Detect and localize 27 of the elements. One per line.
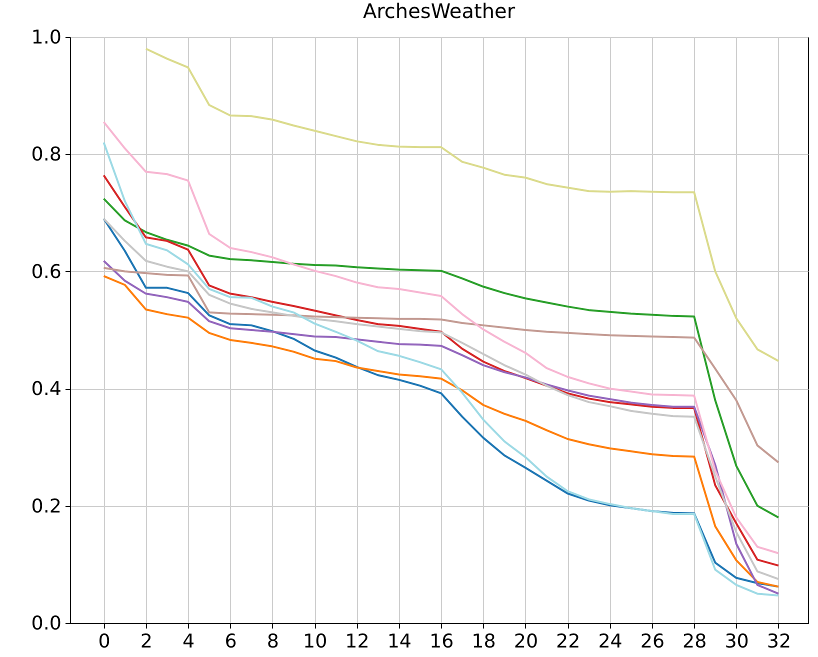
x-tick-label: 10 bbox=[303, 630, 328, 652]
y-tick-label: 0.6 bbox=[31, 260, 62, 283]
x-tick-label: 16 bbox=[430, 630, 454, 652]
x-tick-label: 4 bbox=[182, 630, 195, 652]
line-series bbox=[144, 48, 780, 362]
x-tick-label: 30 bbox=[724, 630, 749, 652]
x-tick-label: 18 bbox=[472, 630, 496, 652]
x-tick-label: 20 bbox=[514, 630, 538, 652]
x-tick-label: 6 bbox=[224, 630, 237, 652]
x-tick-label: 8 bbox=[266, 630, 279, 652]
y-tick-label: 0.4 bbox=[31, 378, 62, 400]
chart-title: ArchesWeather bbox=[362, 0, 516, 23]
y-tick-label: 1.0 bbox=[31, 26, 62, 48]
x-tick-label: 0 bbox=[98, 630, 110, 652]
x-tick-label: 26 bbox=[640, 630, 665, 652]
x-tick-label: 12 bbox=[345, 630, 370, 652]
x-tick-label: 14 bbox=[387, 630, 412, 652]
line-series bbox=[102, 266, 780, 464]
y-tick-label: 0.8 bbox=[31, 144, 62, 166]
x-tick-label: 32 bbox=[766, 630, 792, 652]
y-tick-label: 0.2 bbox=[31, 495, 62, 518]
y-tick-label: 0.0 bbox=[31, 612, 62, 634]
x-tick-label: 22 bbox=[556, 630, 580, 652]
x-tick-label: 24 bbox=[598, 630, 622, 652]
x-tick-label: 2 bbox=[140, 630, 152, 652]
line-series bbox=[102, 198, 780, 519]
x-tick-label: 28 bbox=[682, 630, 707, 652]
